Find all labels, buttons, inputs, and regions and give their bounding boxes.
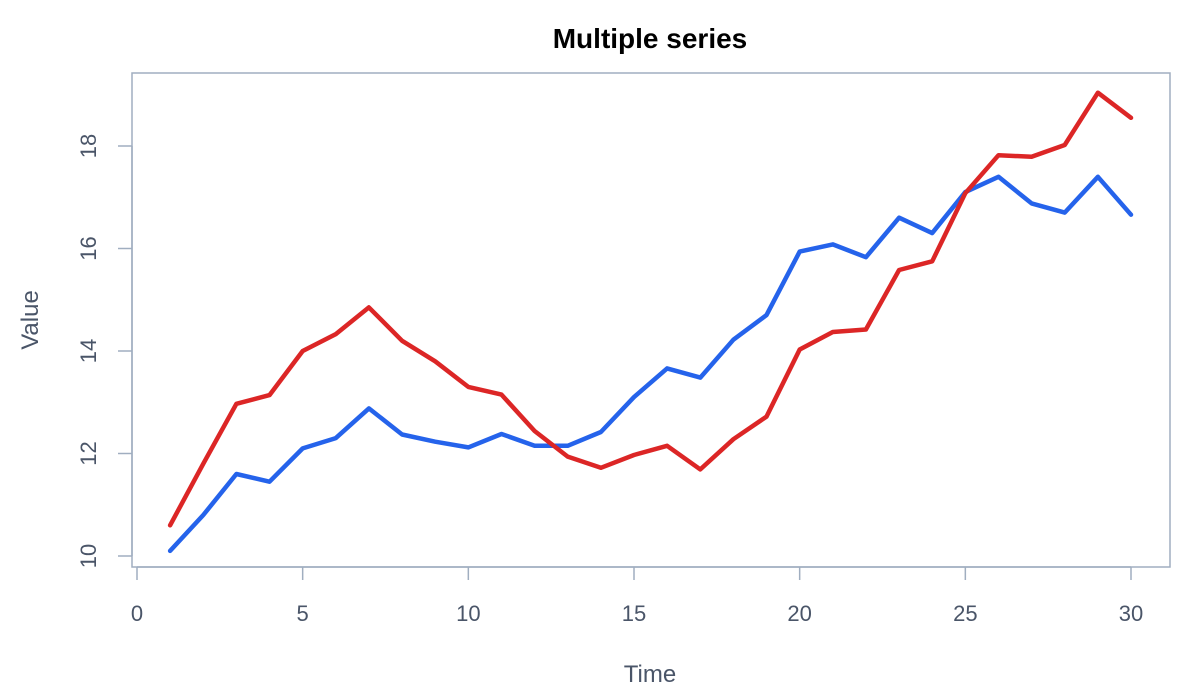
y-tick-label: 16 [76,236,101,260]
x-tick-label: 20 [787,601,811,626]
chart-title: Multiple series [553,23,748,54]
x-axis-label: Time [624,661,676,688]
x-tick-label: 25 [953,601,977,626]
x-tick-label: 15 [622,601,646,626]
x-tick-label: 30 [1119,601,1143,626]
y-tick-label: 12 [76,441,101,465]
series-layer [167,90,1134,554]
plot-frame [131,72,1171,568]
x-tick-label: 5 [297,601,309,626]
x-tick-label: 10 [456,601,480,626]
y-axis-label: Value [17,290,44,350]
series-line-1 [167,174,1134,554]
y-tick-label: 10 [76,544,101,568]
x-axis: 0 5 10 15 20 25 30 [131,566,1143,626]
y-tick-label: 18 [76,134,101,158]
x-tick-label: 0 [131,601,143,626]
y-tick-label: 14 [76,339,101,363]
series-line-2 [167,90,1134,528]
y-axis: 10 12 14 16 18 [76,134,133,568]
